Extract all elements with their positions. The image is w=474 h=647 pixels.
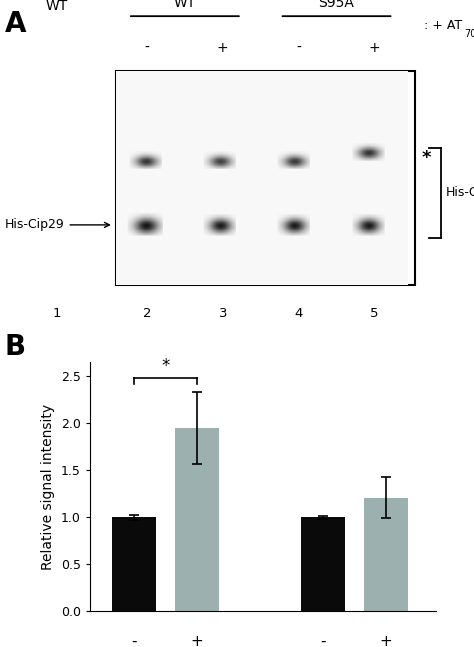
Text: +: + — [379, 634, 392, 647]
Text: B: B — [5, 333, 26, 361]
Bar — [175, 428, 219, 611]
Text: 4: 4 — [294, 307, 303, 320]
Bar — [301, 518, 345, 611]
Text: -: - — [131, 634, 137, 647]
Y-axis label: Relative signal intensity: Relative signal intensity — [42, 404, 55, 570]
Text: 3: 3 — [219, 307, 227, 320]
Text: 5: 5 — [370, 307, 379, 320]
Text: S95A: S95A — [319, 0, 355, 10]
Text: -: - — [145, 41, 149, 55]
Bar — [364, 498, 408, 611]
Text: His-Cip29: His-Cip29 — [446, 186, 474, 199]
Text: 2: 2 — [143, 307, 151, 320]
Text: +: + — [217, 41, 228, 55]
Text: *: * — [161, 358, 170, 375]
Text: 1: 1 — [53, 307, 61, 320]
Text: +: + — [369, 41, 380, 55]
Text: A: A — [5, 10, 26, 38]
Text: WT: WT — [174, 0, 196, 10]
FancyBboxPatch shape — [116, 71, 415, 285]
Text: WT: WT — [46, 0, 68, 13]
Bar — [112, 518, 156, 611]
Text: -: - — [320, 634, 326, 647]
Text: +: + — [191, 634, 203, 647]
Text: -: - — [296, 41, 301, 55]
Text: 70: 70 — [465, 29, 474, 39]
Text: : + AT: : + AT — [424, 19, 462, 32]
Text: *: * — [422, 149, 431, 167]
Text: His-Cip29: His-Cip29 — [5, 219, 109, 232]
